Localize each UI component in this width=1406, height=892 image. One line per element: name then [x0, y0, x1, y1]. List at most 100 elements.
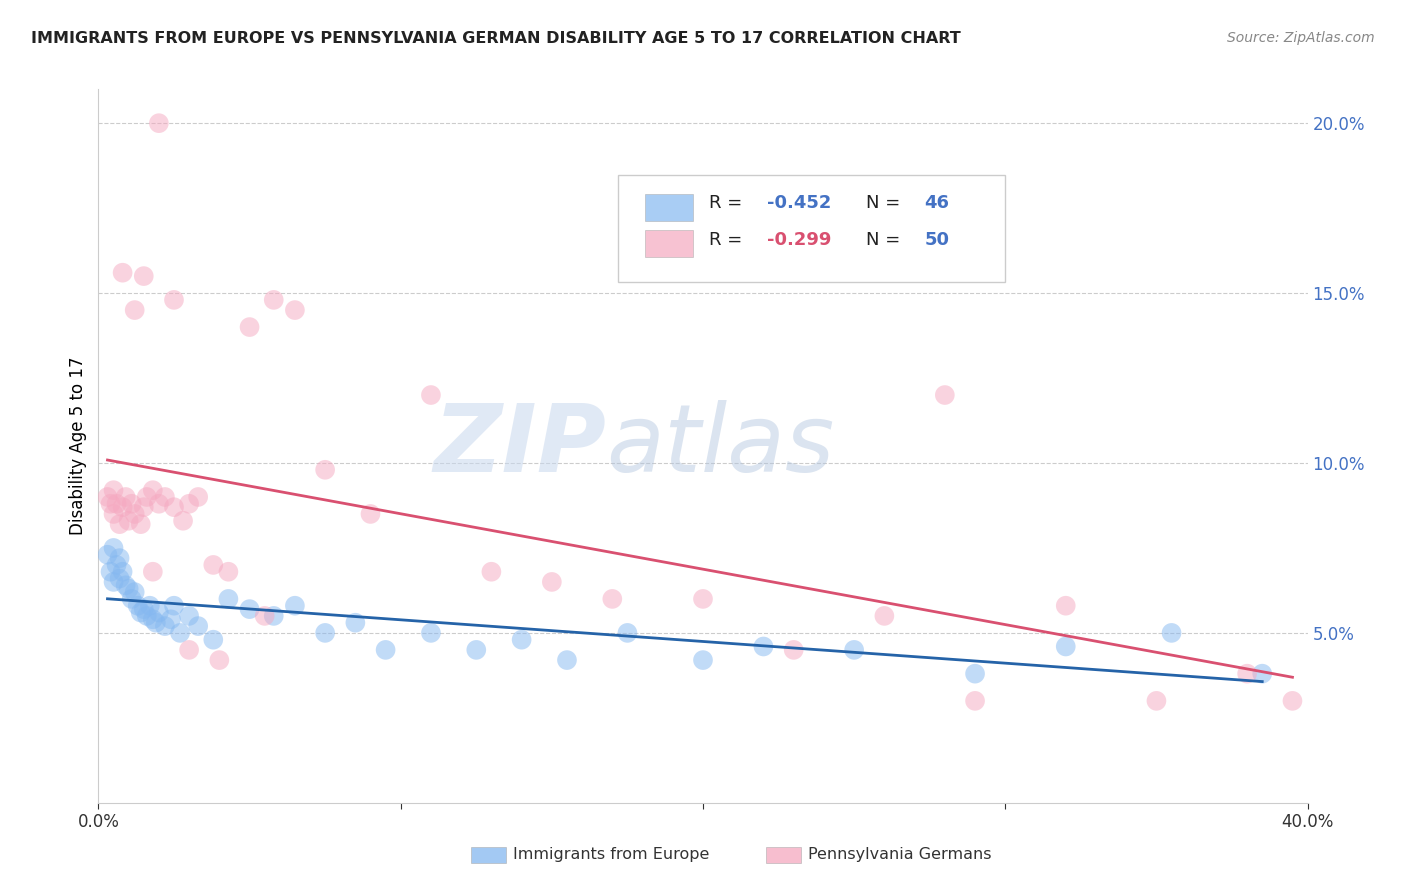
- Point: [111, 500, 134, 515]
- Y-axis label: Disability Age 5 to 17: Disability Age 5 to 17: [69, 357, 87, 535]
- Point: [1281, 694, 1303, 708]
- Point: [153, 619, 176, 633]
- Point: [111, 266, 134, 280]
- Point: [145, 615, 167, 630]
- Point: [96, 548, 118, 562]
- Point: [118, 582, 141, 596]
- Point: [129, 606, 152, 620]
- Point: [163, 293, 186, 307]
- Point: [253, 608, 276, 623]
- Point: [374, 643, 396, 657]
- Point: [124, 585, 146, 599]
- Point: [135, 490, 157, 504]
- Point: [148, 497, 170, 511]
- Point: [1251, 666, 1274, 681]
- Point: [202, 632, 225, 647]
- Point: [129, 517, 152, 532]
- Point: [160, 612, 183, 626]
- Point: [202, 558, 225, 572]
- Point: [103, 507, 125, 521]
- Point: [132, 602, 155, 616]
- Text: 50: 50: [924, 232, 949, 250]
- Point: [344, 615, 367, 630]
- Point: [616, 626, 638, 640]
- Point: [555, 653, 578, 667]
- Point: [263, 293, 285, 307]
- Point: [217, 591, 239, 606]
- FancyBboxPatch shape: [645, 194, 693, 221]
- Text: N =: N =: [866, 194, 907, 212]
- Text: ZIP: ZIP: [433, 400, 606, 492]
- Point: [108, 572, 131, 586]
- FancyBboxPatch shape: [645, 230, 693, 257]
- Point: [783, 643, 806, 657]
- Point: [169, 626, 191, 640]
- Point: [284, 303, 307, 318]
- Point: [114, 578, 136, 592]
- Point: [481, 565, 503, 579]
- Point: [100, 565, 122, 579]
- Point: [172, 514, 194, 528]
- Point: [360, 507, 382, 521]
- Point: [208, 653, 231, 667]
- Point: [139, 599, 162, 613]
- Point: [114, 490, 136, 504]
- Point: [132, 500, 155, 515]
- Point: [124, 303, 146, 318]
- Point: [420, 626, 443, 640]
- Point: [284, 599, 307, 613]
- FancyBboxPatch shape: [619, 175, 1005, 282]
- Point: [1054, 640, 1077, 654]
- Point: [96, 490, 118, 504]
- Point: [124, 507, 146, 521]
- Point: [239, 602, 262, 616]
- Point: [179, 497, 201, 511]
- Point: [187, 490, 209, 504]
- Point: [135, 608, 157, 623]
- Point: [1160, 626, 1182, 640]
- Point: [132, 269, 155, 284]
- Point: [752, 640, 775, 654]
- Point: [142, 612, 165, 626]
- Point: [108, 517, 131, 532]
- Point: [965, 666, 987, 681]
- Point: [510, 632, 533, 647]
- Text: -0.299: -0.299: [768, 232, 831, 250]
- Point: [127, 599, 149, 613]
- Text: Pennsylvania Germans: Pennsylvania Germans: [808, 847, 993, 862]
- Point: [844, 643, 866, 657]
- Point: [540, 574, 562, 589]
- Point: [965, 694, 987, 708]
- Point: [153, 490, 176, 504]
- Point: [142, 483, 165, 498]
- Point: [121, 497, 143, 511]
- Point: [934, 388, 956, 402]
- Text: N =: N =: [866, 232, 907, 250]
- Point: [163, 500, 186, 515]
- Point: [105, 558, 128, 572]
- Point: [420, 388, 443, 402]
- Text: R =: R =: [709, 194, 748, 212]
- Point: [163, 599, 186, 613]
- Point: [314, 463, 336, 477]
- Text: IMMIGRANTS FROM EUROPE VS PENNSYLVANIA GERMAN DISABILITY AGE 5 TO 17 CORRELATION: IMMIGRANTS FROM EUROPE VS PENNSYLVANIA G…: [31, 31, 960, 46]
- Point: [692, 653, 714, 667]
- Point: [1236, 666, 1258, 681]
- Point: [105, 497, 128, 511]
- Point: [692, 591, 714, 606]
- Point: [239, 320, 262, 334]
- Point: [103, 541, 125, 555]
- Text: Immigrants from Europe: Immigrants from Europe: [513, 847, 710, 862]
- Point: [179, 608, 201, 623]
- Text: atlas: atlas: [606, 401, 835, 491]
- Point: [103, 483, 125, 498]
- Point: [100, 497, 122, 511]
- Point: [148, 606, 170, 620]
- Point: [118, 514, 141, 528]
- Point: [142, 565, 165, 579]
- Text: 46: 46: [924, 194, 949, 212]
- Point: [465, 643, 488, 657]
- Point: [602, 591, 624, 606]
- Point: [873, 608, 896, 623]
- Point: [103, 574, 125, 589]
